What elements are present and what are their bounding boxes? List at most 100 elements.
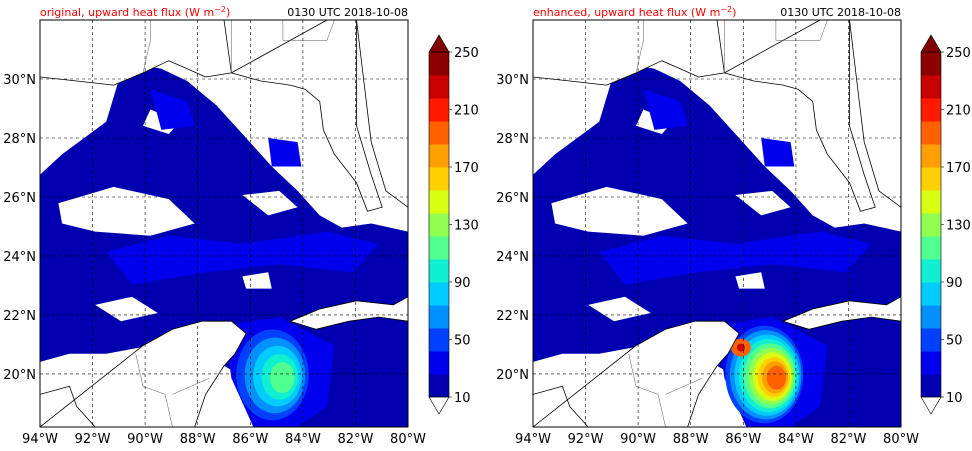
storm-band-level-12 <box>766 365 787 390</box>
lat-tick-label: 30°N <box>3 73 36 88</box>
panel-title: original, upward heat flux (W m−2) <box>40 5 230 19</box>
colorbar-segment <box>429 351 449 375</box>
colorbar-segment <box>429 144 449 168</box>
lat-tick-label: 24°N <box>496 250 529 265</box>
map-area <box>533 20 901 427</box>
land-us-gulf-coast <box>40 20 408 208</box>
colorbar-label: 210 <box>946 104 971 119</box>
map-panel-enhanced: enhanced, upward heat flux (W m−2) 0130 … <box>496 5 919 447</box>
land-louisiana <box>40 20 232 86</box>
colorbar-segment <box>921 305 941 329</box>
colorbar-label: 130 <box>946 219 971 234</box>
flux-level-2 <box>761 138 795 167</box>
colorbar-segment <box>921 144 941 168</box>
storm-peak <box>736 343 745 352</box>
political-border <box>135 353 173 427</box>
colorbar-original: 10 50 90 130 170 210 250 <box>428 34 479 415</box>
panel-time: 0130 UTC 2018-10-08 <box>780 6 901 19</box>
map-frame <box>39 19 409 428</box>
lon-tick-label: 90°W <box>620 432 656 447</box>
storm-band-level-7 <box>270 362 295 393</box>
colorbar-segment <box>429 52 449 76</box>
colorbar-label: 50 <box>454 334 471 349</box>
colorbar-segment <box>921 374 941 398</box>
flux-level-2 <box>268 138 302 167</box>
colorbar-segment <box>429 259 449 283</box>
political-border <box>665 377 703 395</box>
political-border <box>282 20 335 41</box>
lon-tick-label: 92°W <box>568 432 604 447</box>
lat-tick-label: 28°N <box>3 132 36 147</box>
flux-gap <box>242 272 272 289</box>
colorbar-label: 10 <box>454 391 471 406</box>
flux-gap <box>551 186 688 236</box>
colorbar-segment <box>429 121 449 145</box>
panel-title: enhanced, upward heat flux (W m−2) <box>533 5 736 19</box>
colorbar-segment <box>429 282 449 306</box>
colorbar-segment <box>429 167 449 191</box>
map-panel-original: original, upward heat flux (W m−2) 0130 … <box>3 5 426 447</box>
lon-tick-label: 84°W <box>778 432 814 447</box>
colorbar-segment <box>921 282 941 306</box>
colorbar-enhanced: 10 50 90 130 170 210 250 <box>920 34 971 415</box>
colorbar-segment <box>921 213 941 237</box>
lon-tick-label: 94°W <box>515 432 551 447</box>
lat-tick-label: 30°N <box>496 73 529 88</box>
lon-tick-label: 90°W <box>127 432 163 447</box>
colorbar-segment <box>429 98 449 122</box>
panel-time: 0130 UTC 2018-10-08 <box>287 6 408 19</box>
colorbar-label: 170 <box>946 161 971 176</box>
political-border <box>628 353 666 427</box>
land-florida <box>230 20 383 212</box>
lon-tick-label: 88°W <box>673 432 709 447</box>
lat-tick-label: 22°N <box>3 309 36 324</box>
land-florida <box>724 20 876 212</box>
colorbar-segment <box>429 190 449 214</box>
lat-tick-label: 20°N <box>3 368 36 383</box>
colorbar-segment <box>921 98 941 122</box>
flux-level-2 <box>599 231 872 285</box>
lon-tick-label: 80°W <box>883 432 919 447</box>
lon-tick-label: 82°W <box>830 432 866 447</box>
political-border <box>172 377 210 395</box>
lat-tick-label: 24°N <box>3 250 36 265</box>
colorbar-segment <box>921 236 941 260</box>
lon-tick-label: 94°W <box>22 432 58 447</box>
colorbar-segment <box>921 190 941 214</box>
lon-tick-label: 92°W <box>75 432 111 447</box>
colorbar-over-arrow <box>428 34 450 53</box>
colorbar-label: 90 <box>946 276 963 291</box>
flux-gap <box>735 272 765 289</box>
colorbar-segment <box>921 121 941 145</box>
lat-tick-label: 22°N <box>496 309 529 324</box>
colorbar-segment <box>429 374 449 398</box>
colorbar-segment <box>921 328 941 352</box>
colorbar-segment <box>429 75 449 99</box>
colorbar-label: 90 <box>454 276 471 291</box>
colorbar-segment <box>429 236 449 260</box>
lat-tick-label: 26°N <box>496 191 529 206</box>
colorbar-segment <box>429 213 449 237</box>
lat-tick-label: 26°N <box>3 191 36 206</box>
colorbar-segment <box>921 75 941 99</box>
political-border <box>142 20 151 73</box>
land-cuba <box>782 296 901 330</box>
map-area <box>40 20 408 427</box>
colorbar-label: 130 <box>454 219 479 234</box>
colorbar-segment <box>921 259 941 283</box>
lon-tick-label: 86°W <box>232 432 268 447</box>
colorbar-over-arrow <box>920 34 942 53</box>
colorbar-under-arrow <box>428 396 450 415</box>
lon-tick-label: 86°W <box>725 432 761 447</box>
colorbar-segment <box>429 328 449 352</box>
flux-level-2 <box>106 231 379 285</box>
colorbar-segment <box>921 167 941 191</box>
lon-tick-label: 88°W <box>180 432 216 447</box>
colorbar-label: 10 <box>946 391 963 406</box>
colorbar-label: 50 <box>946 334 963 349</box>
land-us-gulf-coast <box>533 20 901 208</box>
lon-tick-label: 80°W <box>390 432 426 447</box>
colorbar-label: 170 <box>454 161 479 176</box>
colorbar-segment <box>921 52 941 76</box>
